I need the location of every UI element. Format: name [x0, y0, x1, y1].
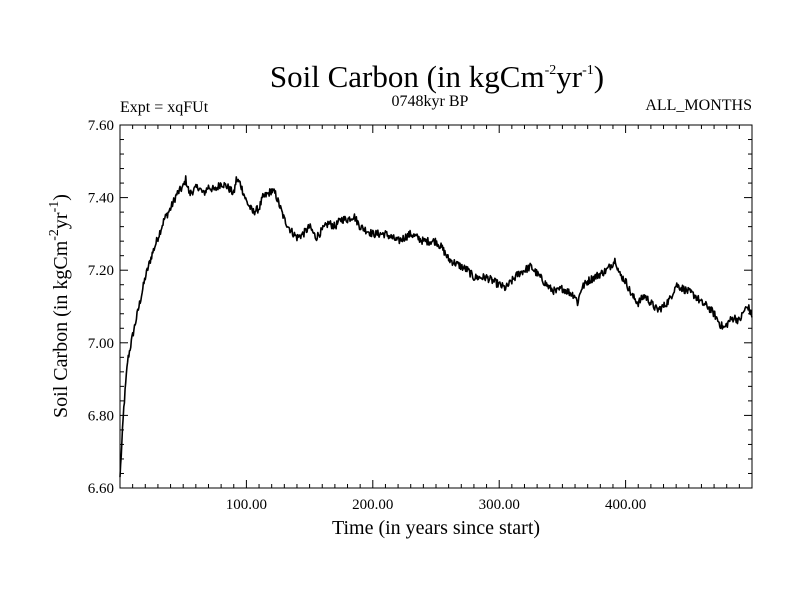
y-tick-label: 7.20 [88, 263, 114, 279]
y-tick-label: 7.60 [88, 118, 114, 134]
y-tick-label: 6.80 [88, 408, 114, 424]
x-tick-label: 100.00 [226, 497, 267, 513]
y-tick-label: 6.60 [88, 481, 114, 497]
x-tick-label: 400.00 [605, 497, 646, 513]
x-axis-title: Time (in years since start) [332, 517, 540, 539]
experiment-label: Expt = xqFUt [120, 99, 209, 116]
y-axis: 6.60 6.80 7.00 7.20 7.40 7.60 [88, 118, 114, 497]
y-axis-title: Soil Carbon (in kgCm-2yr-1) [47, 194, 72, 418]
x-tick-label: 300.00 [479, 497, 520, 513]
soil-carbon-series-line [119, 175, 753, 478]
series-layer [119, 175, 753, 478]
y-tick-label: 7.40 [88, 191, 114, 207]
x-tick-label: 200.00 [352, 497, 393, 513]
chart-title: Soil Carbon (in kgCm-2yr-1) [270, 59, 604, 94]
season-label: ALL_MONTHS [645, 97, 752, 114]
x-axis: 100.00 200.00 300.00 400.00 [226, 497, 646, 513]
minor-ticks [120, 125, 752, 488]
y-tick-label: 7.00 [88, 336, 114, 352]
period-label: 0748kyr BP [392, 93, 469, 110]
